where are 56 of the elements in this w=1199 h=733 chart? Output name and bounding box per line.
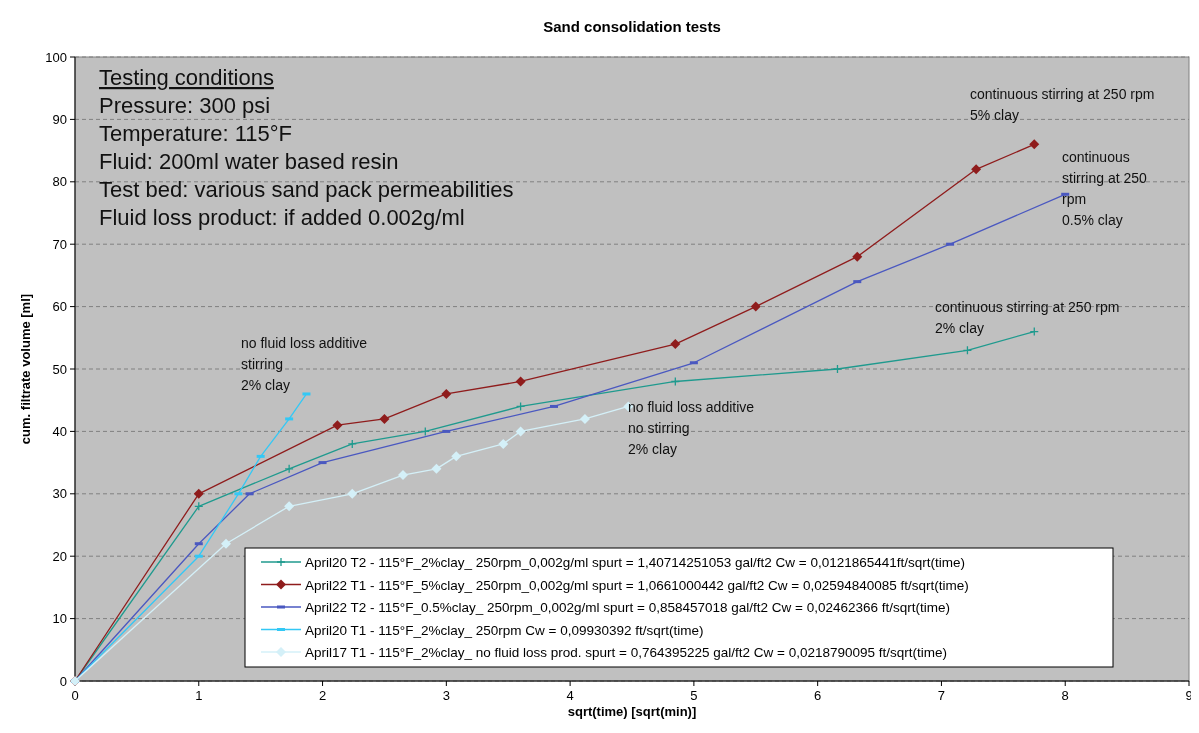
legend-label: April22 T1 - 115°F_5%clay_ 250rpm_0,002g/ml spurt = 1,0661000442 gal/ft2 Cw = 0,02594840085 ft/sqrt(time) (305, 577, 969, 593)
annotation: continuous stirring at 250 rpm 0.5% clay (1062, 149, 1148, 228)
y-tick-label: 50 (52, 361, 67, 377)
point (971, 164, 982, 175)
point (515, 426, 526, 437)
point (670, 339, 681, 350)
annotation: continuous stirring at 250 rpm 2% clay (935, 299, 1120, 336)
point (332, 420, 343, 431)
point (852, 251, 863, 262)
point (347, 439, 357, 449)
annotation: no fluid loss additive stirring 2% clay (241, 335, 368, 393)
chart-title: Sand consolidation tests (543, 18, 721, 35)
x-tick-label: 1 (195, 688, 203, 703)
point (284, 464, 294, 474)
y-tick-label: 40 (52, 423, 67, 439)
annotation: continuous stirring at 250 rpm 5% clay (970, 86, 1155, 123)
x-tick-label: 6 (814, 688, 822, 703)
x-tick-label: 8 (1061, 688, 1069, 703)
annotation: Testing conditions Pressure: 300 psi Temperature: 115°F Fluid: 200ml water based resin Test bed: various sand pack permeabilities Fluid loss product: if added 0.002g/ml (99, 65, 514, 230)
point (579, 413, 590, 424)
point (451, 451, 462, 462)
x-tick-label: 2 (318, 688, 327, 703)
point (1029, 139, 1040, 150)
y-tick-label: 30 (52, 486, 67, 502)
point (441, 388, 452, 399)
legend-label: April20 T1 - 115°F_2%clay_ 250rpm Cw = 0,09930392 ft/sqrt(time) (305, 622, 704, 638)
y-tick-label: 90 (52, 111, 67, 127)
point (221, 538, 232, 549)
y-tick-label: 100 (45, 49, 67, 65)
y-tick-label: 80 (52, 174, 67, 190)
x-tick-label: 7 (937, 688, 946, 703)
legend-label: April22 T2 - 115°F_0.5%clay_ 250rpm_0,002g/ml spurt = 0,858457018 gal/ft2 Cw = 0,02462366 ft/sqrt(time) (305, 600, 951, 615)
y-tick-label: 10 (52, 611, 67, 627)
y-tick-label: 70 (52, 236, 67, 252)
y-axis-title: cum. filtrate volume [ml] (18, 293, 33, 445)
point (498, 438, 509, 449)
y-tick-label: 60 (52, 299, 67, 315)
x-tick-label: 3 (442, 688, 450, 703)
point (398, 470, 409, 481)
point (379, 413, 390, 424)
x-axis-title: sqrt(time) [sqrt(min)] (567, 704, 697, 719)
legend-label: April17 T1 - 115°F_2%clay_ no fluid loss prod. spurt = 0,764395225 gal/ft2 Cw = 0,0218790095 ft/sqrt(time) (305, 645, 948, 660)
point (832, 364, 843, 374)
x-tick-label: 5 (690, 688, 698, 703)
point (193, 488, 204, 499)
x-tick-label: 0 (71, 688, 79, 703)
point (515, 376, 526, 387)
y-tick-label: 20 (52, 548, 67, 564)
point (284, 501, 295, 512)
point (431, 463, 442, 474)
legend-label: April20 T2 - 115°F_2%clay_ 250rpm_0,002g/ml spurt = 1,40714251053 gal/ft2 Cw = 0,0121865441ft/sqrt(time) (305, 555, 966, 570)
y-tick-label: 0 (59, 673, 67, 689)
point (347, 488, 358, 499)
annotation: no fluid loss additive no stirring 2% clay (628, 399, 755, 457)
point (750, 301, 761, 312)
x-tick-label: 4 (566, 688, 574, 703)
